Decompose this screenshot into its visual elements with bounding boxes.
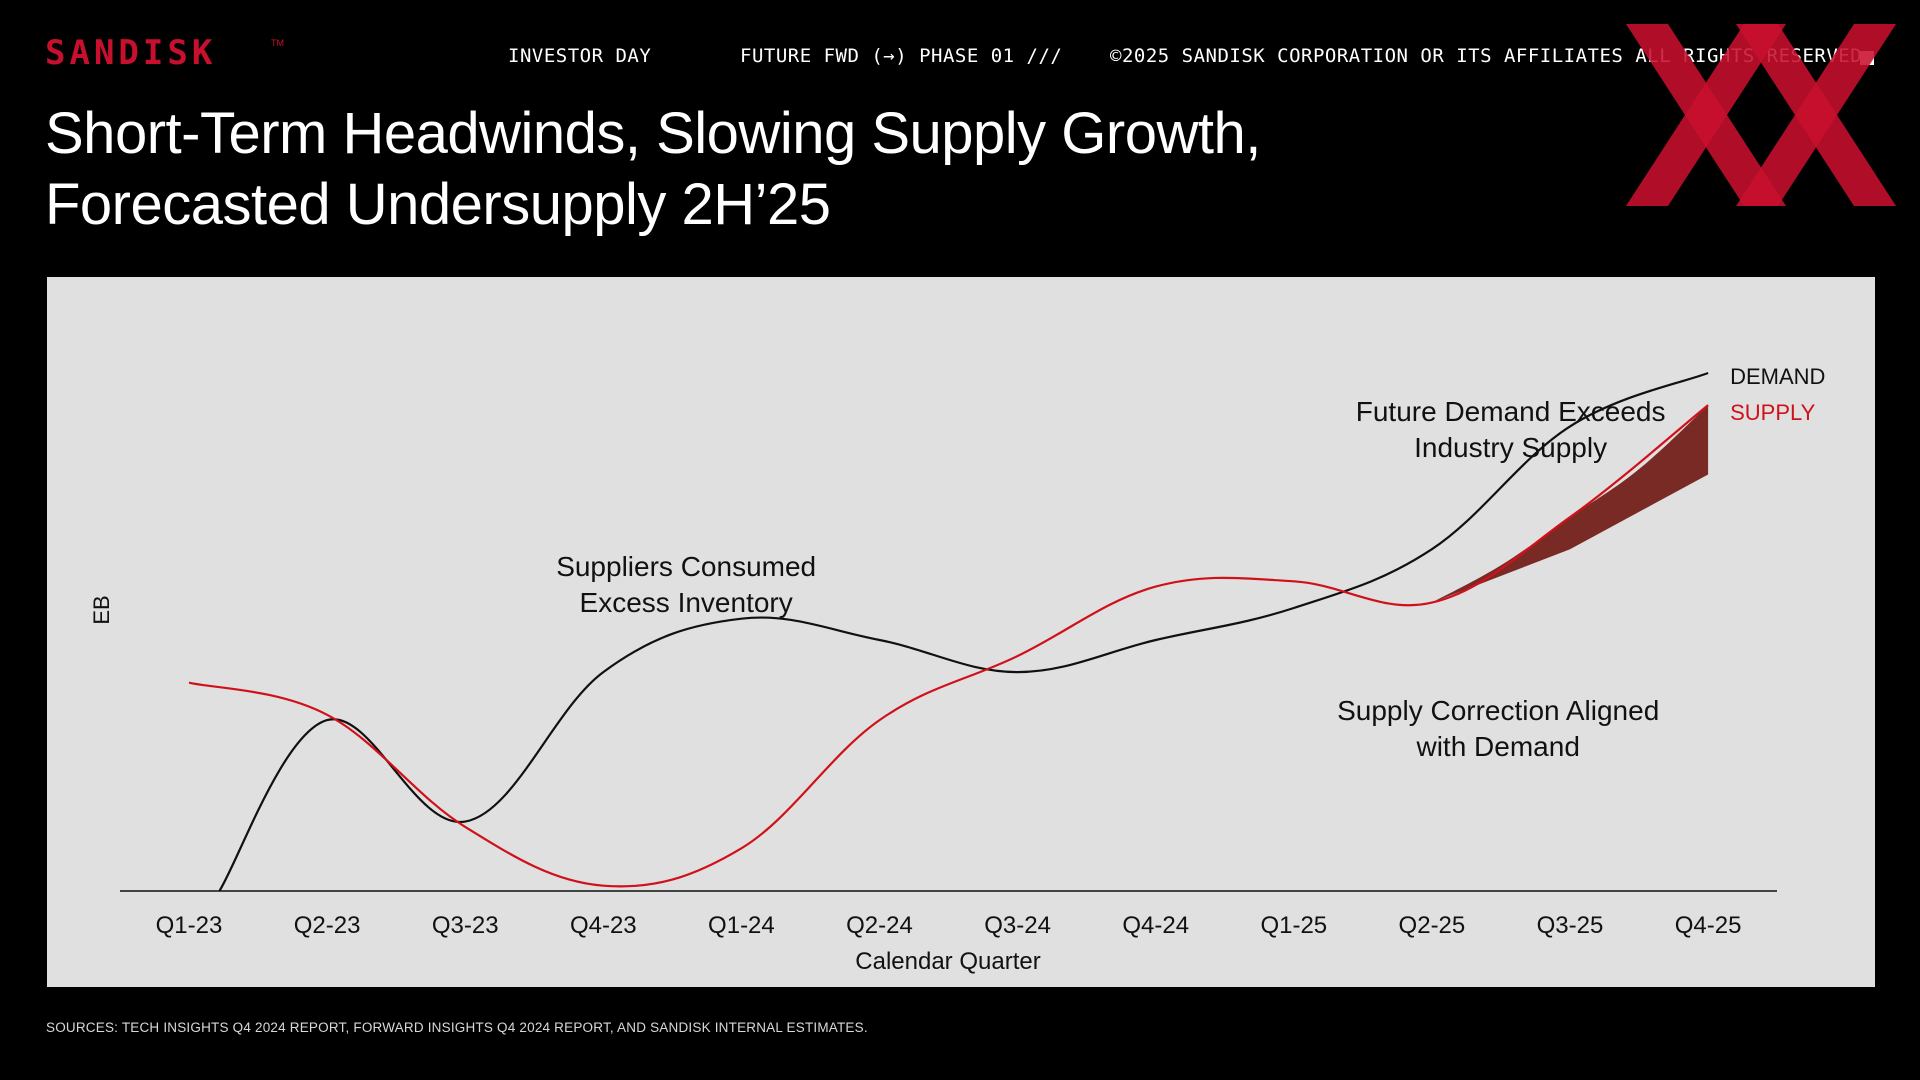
chart-panel: DEMAND SUPPLY Q1-23 Q2-23 Q3-23 Q4-23 Q1-24 Q2-… [47, 277, 1875, 987]
undersupply-gap-area [1431, 405, 1709, 603]
x-tick-label: Q3-24 [984, 912, 1051, 939]
chart-annotation: Excess Inventory [580, 587, 793, 618]
sandisk-logo: SANDISK TM [45, 36, 284, 70]
chart-annotation: with Demand [1415, 731, 1579, 762]
x-tick-label: Q1-24 [708, 912, 775, 939]
header-investor-day: INVESTOR DAY [508, 45, 652, 67]
page-title-line-1: Short-Term Headwinds, Slowing Supply Gro… [45, 101, 1261, 166]
chart-annotation: Supply Correction Aligned [1337, 695, 1659, 726]
legend-label-supply: SUPPLY [1730, 400, 1816, 425]
x-tick-label: Q3-25 [1537, 912, 1604, 939]
series-line-demand [218, 371, 1709, 892]
x-tick-label: Q3-23 [432, 912, 499, 939]
x-axis-title: Calendar Quarter [855, 948, 1040, 975]
x-tick-label: Q1-23 [156, 912, 223, 939]
x-tick-label: Q2-24 [846, 912, 913, 939]
x-tick-label: Q4-24 [1122, 912, 1189, 939]
x-tick-label: Q2-25 [1399, 912, 1466, 939]
chart-annotation: Industry Supply [1414, 432, 1607, 463]
page-title-line-2: Forecasted Undersupply 2H’25 [45, 172, 831, 237]
header-phase: FUTURE FWD (→) PHASE 01 /// [740, 45, 1063, 67]
x-tick-label: Q4-25 [1675, 912, 1742, 939]
chart-annotation: Suppliers Consumed [556, 551, 816, 582]
sources-footnote: SOURCES: TECH INSIGHTS Q4 2024 REPORT, F… [46, 1020, 868, 1035]
x-tick-label: Q1-25 [1260, 912, 1327, 939]
logo-trademark: TM [271, 38, 284, 48]
logo-wordmark: SANDISK [45, 36, 216, 70]
series-line-supply [188, 404, 1709, 888]
legend-label-demand: DEMAND [1730, 364, 1825, 389]
y-axis-title: EB [89, 595, 114, 624]
supply-demand-chart: DEMAND SUPPLY Q1-23 Q2-23 Q3-23 Q4-23 Q1-24 Q2-… [89, 364, 1825, 975]
x-tick-label: Q4-23 [570, 912, 637, 939]
page-title: Short-Term Headwinds, Slowing Supply Gro… [45, 98, 1261, 240]
x-tick-label: Q2-23 [294, 912, 361, 939]
xx-brand-mark-icon [1626, 24, 1896, 206]
chart-annotation: Future Demand Exceeds [1356, 396, 1666, 427]
